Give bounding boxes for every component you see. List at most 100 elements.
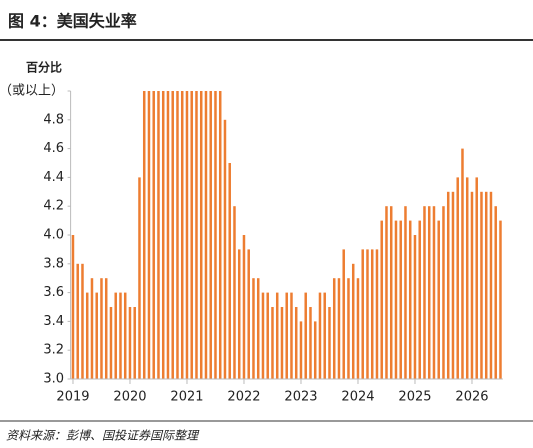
bar [100,278,103,379]
bar [275,292,279,379]
bar [499,220,502,379]
bar [413,235,417,379]
bar [252,278,255,379]
y-tick-label: 3.4 [43,314,64,329]
bar [209,91,212,379]
bar [356,278,360,379]
bar [138,177,141,379]
x-tick-label: 2025 [398,390,431,405]
bar [290,292,293,379]
bar [313,321,317,379]
bar [432,206,436,379]
bar [204,91,208,379]
bar [361,249,364,379]
bar [133,307,136,379]
bar [71,235,75,379]
bar [228,163,231,379]
x-tick-label: 2022 [227,390,260,405]
bar [95,292,98,379]
bar [190,91,193,379]
source-note: 资料来源：彭博、国投证券国际整理 [6,429,200,443]
bar [299,321,303,379]
bar [266,292,269,379]
y-axis-label: 百分比 [26,60,62,75]
bar [484,191,488,379]
bar [199,91,203,379]
bar [247,249,250,379]
bar [152,91,155,379]
bar [389,206,393,379]
bar [437,220,440,379]
y-tick-label: 4.6 [43,141,64,156]
bar [223,119,227,380]
bar [294,307,298,379]
y-tick-label: 5.0（或以上） [0,84,64,99]
bar [285,292,288,379]
bar [142,91,146,379]
y-tick-label: 3.0 [43,372,64,387]
bar [104,278,108,379]
bar [90,278,94,379]
y-tick-label: 4.8 [43,112,64,127]
bar [237,249,241,379]
bar [408,220,412,379]
bar [218,91,222,379]
bar [451,191,455,379]
bar [261,292,265,379]
bar [195,91,198,379]
bar [385,206,388,379]
bar [404,206,407,379]
bar [185,91,189,379]
bar [337,278,341,379]
bar [161,91,165,379]
bar [176,91,179,379]
bar [214,91,217,379]
x-tick-label: 2019 [56,390,89,405]
bar [114,292,117,379]
y-tick-label: 3.2 [43,343,64,358]
y-tick-label: 3.8 [43,256,64,271]
bar [423,206,426,379]
bar [304,292,307,379]
bar [180,91,184,379]
bar [171,91,174,379]
bar [465,177,469,379]
bar [351,263,355,379]
x-tick-label: 2023 [284,390,317,405]
bar [375,249,379,379]
bar [109,307,113,379]
bar [280,307,284,379]
bar [456,177,459,379]
bar [328,307,331,379]
bar [233,206,236,379]
y-tick-label: 4.4 [43,170,64,185]
bar [256,278,260,379]
bar [342,249,345,379]
bar [427,206,431,379]
bar [128,307,132,379]
bar [323,292,326,379]
bar [76,263,79,379]
bar [318,292,322,379]
bar [461,148,464,379]
bar [399,220,402,379]
bar [166,91,170,379]
bar [157,91,160,379]
bar [394,220,398,379]
bar [332,278,336,379]
bar [475,177,478,379]
bar [85,292,89,379]
bar [81,263,84,379]
y-tick-label: 3.6 [43,285,64,300]
bar [480,191,483,379]
bar [119,292,122,379]
bar [370,249,374,379]
bar [347,278,350,379]
y-tick-label: 4.2 [43,199,64,214]
bar [271,307,274,379]
bar [470,191,474,379]
bar [309,307,312,379]
bar [366,249,369,379]
bar [446,191,450,379]
